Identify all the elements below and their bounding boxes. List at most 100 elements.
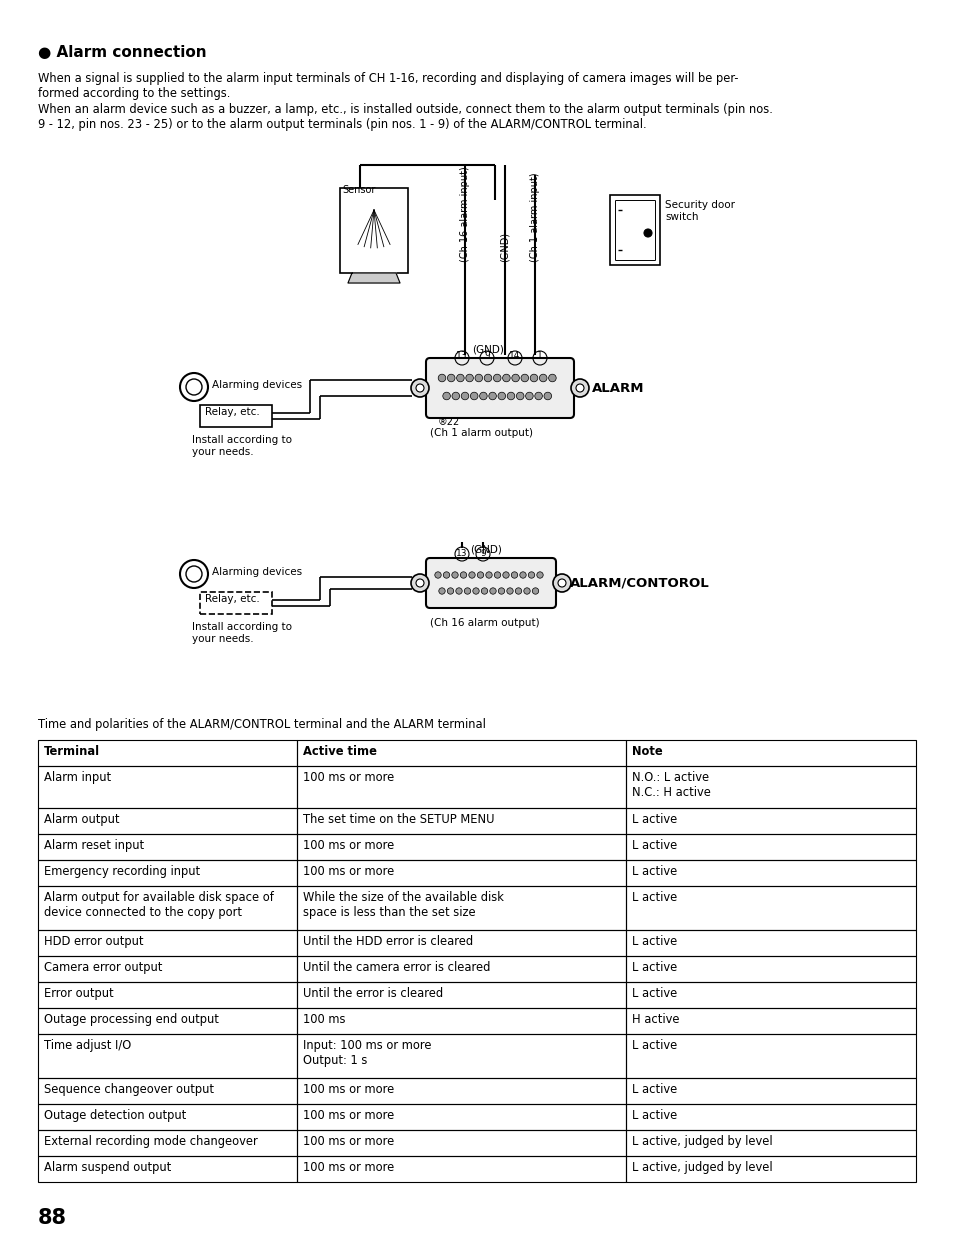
Text: N.O.: L active
N.C.: H active: N.O.: L active N.C.: H active bbox=[631, 771, 710, 799]
Circle shape bbox=[442, 392, 450, 400]
Text: Note: Note bbox=[631, 745, 662, 758]
Circle shape bbox=[497, 588, 504, 594]
Text: L active: L active bbox=[631, 865, 677, 878]
Text: L active: L active bbox=[631, 891, 677, 904]
Bar bbox=[38, 956, 296, 982]
Circle shape bbox=[511, 571, 517, 578]
Text: Alarming devices: Alarming devices bbox=[212, 380, 302, 390]
Circle shape bbox=[538, 375, 546, 382]
Bar bbox=[625, 982, 915, 1008]
Text: 100 ms or more: 100 ms or more bbox=[303, 1110, 394, 1122]
Circle shape bbox=[494, 571, 500, 578]
Circle shape bbox=[502, 375, 510, 382]
Text: Alarming devices: Alarming devices bbox=[212, 567, 302, 576]
Bar bbox=[625, 956, 915, 982]
Text: ALARM/CONTOROL: ALARM/CONTOROL bbox=[569, 576, 709, 590]
Circle shape bbox=[447, 375, 455, 382]
Circle shape bbox=[416, 579, 423, 588]
Bar bbox=[38, 886, 296, 930]
Circle shape bbox=[464, 588, 470, 594]
Text: H active: H active bbox=[631, 1013, 679, 1025]
Bar bbox=[38, 930, 296, 956]
Circle shape bbox=[459, 571, 466, 578]
Text: Camera error output: Camera error output bbox=[44, 961, 162, 974]
Circle shape bbox=[470, 392, 477, 400]
Bar bbox=[38, 982, 296, 1008]
Bar bbox=[625, 1008, 915, 1034]
Circle shape bbox=[468, 571, 475, 578]
Text: When a signal is supplied to the alarm input terminals of CH 1-16, recording and: When a signal is supplied to the alarm i… bbox=[38, 72, 738, 100]
Circle shape bbox=[532, 588, 538, 594]
Text: 100 ms or more: 100 ms or more bbox=[303, 865, 394, 878]
Bar bbox=[296, 740, 625, 766]
Circle shape bbox=[535, 392, 542, 400]
Bar bbox=[296, 930, 625, 956]
Bar bbox=[296, 1034, 625, 1077]
Text: When an alarm device such as a buzzer, a lamp, etc., is installed outside, conne: When an alarm device such as a buzzer, a… bbox=[38, 103, 772, 131]
Text: HDD error output: HDD error output bbox=[44, 935, 143, 948]
Bar bbox=[38, 740, 296, 766]
Circle shape bbox=[520, 375, 528, 382]
Circle shape bbox=[452, 571, 457, 578]
Circle shape bbox=[511, 375, 518, 382]
Circle shape bbox=[475, 375, 482, 382]
Text: Input: 100 ms or more
Output: 1 s: Input: 100 ms or more Output: 1 s bbox=[303, 1039, 431, 1068]
Bar bbox=[625, 766, 915, 808]
Text: 9: 9 bbox=[483, 351, 489, 360]
Bar bbox=[625, 886, 915, 930]
Text: Relay, etc.: Relay, etc. bbox=[205, 594, 259, 604]
Bar bbox=[296, 834, 625, 860]
Text: ● Alarm connection: ● Alarm connection bbox=[38, 45, 207, 61]
Circle shape bbox=[180, 560, 208, 588]
Text: L active: L active bbox=[631, 839, 677, 852]
Bar bbox=[38, 1103, 296, 1131]
Text: (GND): (GND) bbox=[472, 345, 503, 355]
Text: L active: L active bbox=[631, 813, 677, 826]
Bar bbox=[38, 860, 296, 886]
Circle shape bbox=[576, 383, 583, 392]
Text: 88: 88 bbox=[38, 1209, 67, 1228]
Circle shape bbox=[571, 379, 588, 397]
Circle shape bbox=[506, 588, 513, 594]
Bar bbox=[625, 740, 915, 766]
Circle shape bbox=[548, 375, 556, 382]
Text: L active: L active bbox=[631, 1084, 677, 1096]
Bar bbox=[38, 1077, 296, 1103]
Text: 100 ms: 100 ms bbox=[303, 1013, 345, 1025]
Circle shape bbox=[447, 588, 454, 594]
Bar bbox=[296, 886, 625, 930]
Text: 100 ms or more: 100 ms or more bbox=[303, 1136, 394, 1148]
Circle shape bbox=[543, 392, 551, 400]
Text: L active: L active bbox=[631, 1110, 677, 1122]
Text: 100 ms or more: 100 ms or more bbox=[303, 839, 394, 852]
Circle shape bbox=[443, 571, 449, 578]
Circle shape bbox=[523, 588, 530, 594]
FancyBboxPatch shape bbox=[426, 558, 556, 609]
Text: Error output: Error output bbox=[44, 987, 113, 999]
Text: ALARM: ALARM bbox=[592, 381, 644, 395]
Circle shape bbox=[515, 588, 521, 594]
Circle shape bbox=[416, 383, 423, 392]
Text: 14: 14 bbox=[509, 351, 520, 360]
FancyBboxPatch shape bbox=[426, 357, 574, 418]
Text: External recording mode changeover: External recording mode changeover bbox=[44, 1136, 257, 1148]
Text: (GND): (GND) bbox=[499, 231, 510, 262]
Text: Sequence changeover output: Sequence changeover output bbox=[44, 1084, 213, 1096]
Circle shape bbox=[473, 588, 478, 594]
Text: Install according to
your needs.: Install according to your needs. bbox=[192, 622, 292, 643]
Circle shape bbox=[493, 375, 500, 382]
Circle shape bbox=[516, 392, 523, 400]
Circle shape bbox=[411, 379, 429, 397]
Text: 100 ms or more: 100 ms or more bbox=[303, 771, 394, 784]
Circle shape bbox=[497, 392, 505, 400]
Bar bbox=[38, 808, 296, 834]
Bar bbox=[296, 1008, 625, 1034]
Text: Alarm reset input: Alarm reset input bbox=[44, 839, 144, 852]
Bar bbox=[625, 1103, 915, 1131]
Circle shape bbox=[530, 375, 537, 382]
Text: Security door
switch: Security door switch bbox=[664, 200, 734, 221]
Circle shape bbox=[481, 588, 487, 594]
Text: Outage processing end output: Outage processing end output bbox=[44, 1013, 218, 1025]
Bar bbox=[296, 860, 625, 886]
Bar bbox=[200, 593, 272, 614]
